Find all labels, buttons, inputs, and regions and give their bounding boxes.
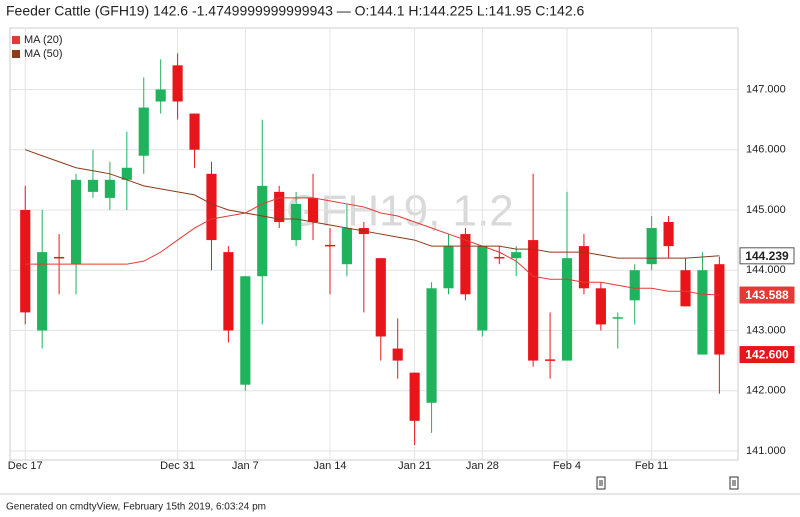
candle-body (460, 234, 471, 295)
candle-body (697, 270, 708, 355)
x-tick-label: Feb 4 (553, 460, 581, 472)
y-tick-label: 144.000 (746, 264, 786, 276)
price-tag (739, 346, 795, 364)
candle-body (477, 246, 488, 331)
candle-body (223, 252, 234, 331)
candle-body (324, 244, 336, 247)
candle-body (528, 240, 539, 361)
x-tick-label: Jan 14 (313, 460, 346, 472)
candle-body (663, 222, 674, 247)
x-tick-label: Jan 7 (232, 460, 259, 472)
legend-swatch (12, 36, 20, 44)
y-tick-label: 146.000 (746, 144, 786, 156)
price-tag-label: 144.239 (745, 249, 789, 263)
price-tag-label: 143.588 (745, 288, 789, 302)
x-tick-label: Dec 17 (8, 460, 43, 472)
candle-body (274, 191, 285, 223)
legend-label: MA (20) (24, 34, 63, 46)
candle-body (595, 288, 606, 325)
scroll-handle[interactable] (596, 476, 606, 490)
candle-body (714, 264, 725, 355)
plot-frame (9, 27, 739, 461)
candle-body (426, 288, 437, 403)
y-tick-label: 143.000 (746, 324, 786, 336)
candle-body (20, 209, 31, 313)
ma-line (25, 197, 720, 296)
candle-body (307, 197, 319, 223)
candle-body (578, 246, 590, 289)
candle-body (155, 89, 166, 102)
y-tick-label: 147.000 (746, 83, 786, 95)
candle-body (629, 270, 640, 301)
watermark: GFH19, 1.2 (286, 187, 513, 236)
candle-body (206, 173, 217, 241)
candle-body (189, 113, 200, 150)
candle-body (392, 348, 403, 361)
candle-body (104, 179, 115, 198)
y-tick-label: 142.000 (746, 385, 786, 397)
candle-body (257, 185, 268, 277)
candle-body (544, 359, 556, 361)
candle-body (409, 372, 420, 421)
candle-body (646, 228, 657, 265)
candle-body (511, 252, 522, 259)
candle-body (443, 246, 454, 289)
chart-title: Feeder Cattle (GFH19) 142.6 -1.474999999… (6, 3, 585, 19)
candle-body (612, 317, 623, 319)
y-tick-label: 141.000 (746, 445, 786, 457)
price-tag (739, 286, 795, 304)
x-tick-label: Dec 31 (160, 460, 195, 472)
candle-body (375, 258, 386, 337)
candle-body (172, 65, 183, 102)
candle-body (341, 228, 352, 265)
candle-body (87, 179, 99, 192)
x-tick-label: Feb 11 (635, 460, 668, 472)
x-tick-label: Jan 28 (466, 460, 499, 472)
candle-body (680, 270, 691, 307)
price-tag (739, 247, 795, 265)
candle-body (240, 276, 251, 385)
price-tag-label: 142.600 (745, 348, 789, 362)
candle-body (70, 179, 82, 265)
candle-body (494, 256, 505, 259)
legend-label: MA (50) (24, 48, 63, 60)
legend-swatch (12, 50, 20, 58)
ma-line (25, 149, 720, 259)
footer: Generated on cmdtyView, February 15th 20… (6, 502, 266, 513)
candle-body (138, 107, 149, 156)
candle-body (37, 252, 48, 331)
candle-body (291, 203, 302, 241)
y-tick-label: 145.000 (746, 204, 786, 216)
candle-body (121, 167, 132, 180)
candle-body (54, 256, 65, 259)
candle-body (561, 258, 573, 361)
x-tick-label: Jan 21 (398, 460, 431, 472)
scroll-handle[interactable] (729, 476, 739, 490)
